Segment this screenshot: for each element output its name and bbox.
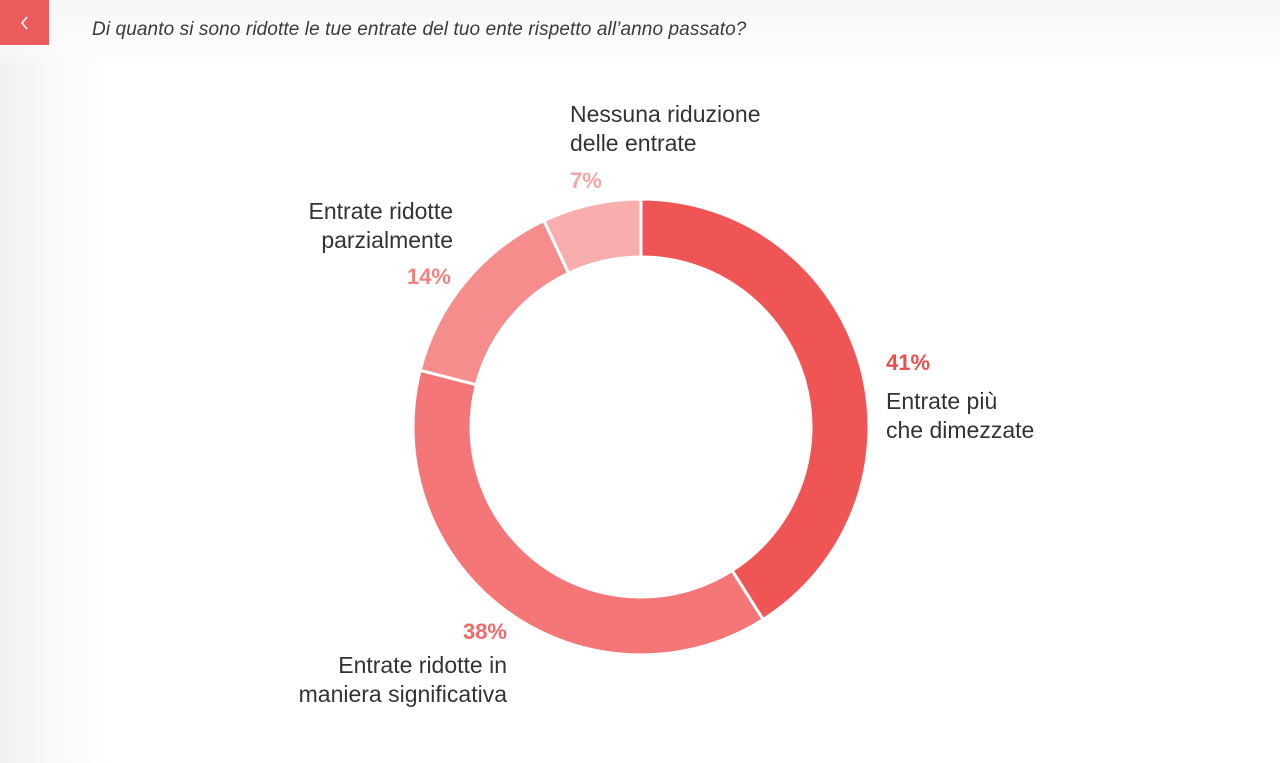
- slice-label-line: che dimezzate: [886, 417, 1035, 443]
- slice-label-line: delle entrate: [570, 130, 697, 156]
- donut-slice: [639, 197, 871, 622]
- donut-slice: [411, 368, 766, 657]
- top-bar: Di quanto si sono ridotte le tue entrate…: [0, 0, 1280, 68]
- slice-value-label: 41%: [886, 350, 931, 375]
- slice-label-line: Entrate ridotte in: [338, 652, 507, 678]
- slice-label: Entrate ridotte parzialmente: [213, 197, 453, 255]
- chevron-left-icon: [19, 15, 31, 31]
- slice-label: Entrate ridotte in maniera significativa: [247, 651, 507, 709]
- slice-label-line: Entrate ridotte: [308, 198, 453, 224]
- slice-label-line: Nessuna riduzione: [570, 101, 761, 127]
- slice-label-line: parzialmente: [321, 227, 453, 253]
- slice-label-line: maniera significativa: [298, 681, 507, 707]
- slice-label: Nessuna riduzione delle entrate: [570, 100, 761, 158]
- question-title: Di quanto si sono ridotte le tue entrate…: [92, 19, 747, 40]
- donut-slice: [541, 197, 643, 276]
- slice-value-label: 38%: [462, 619, 507, 644]
- back-button[interactable]: [0, 0, 49, 45]
- slice-value-label: 14%: [406, 264, 451, 289]
- slice-label-line: Entrate più: [886, 388, 998, 414]
- slice-value-label: 7%: [570, 168, 602, 193]
- slice-label: Entrate più che dimezzate: [886, 387, 1034, 445]
